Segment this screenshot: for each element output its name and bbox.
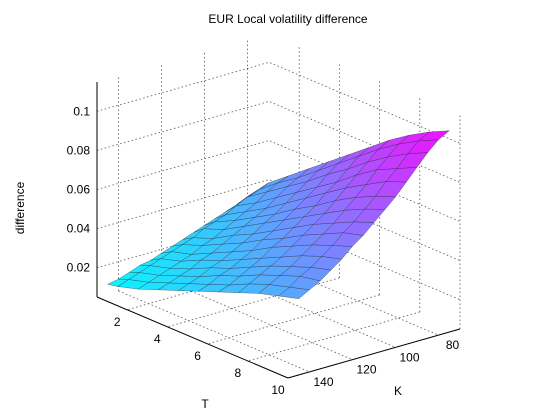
x-axis-label: K [394,384,402,398]
grid-line [96,179,461,261]
y-tick-label: 2 [114,315,121,329]
surface-patch [247,182,269,198]
grid-line [96,218,461,301]
z-tick-label: 0.02 [67,261,91,275]
y-tick-label: 8 [234,366,241,380]
x-tick-label: 120 [356,363,376,377]
axis-lines [96,82,461,379]
y-tick-label: 6 [194,349,201,363]
surface-mesh [107,130,450,299]
grid-line [247,311,420,362]
x-tick-label: 140 [313,375,333,389]
x-tick-label: 80 [446,338,460,352]
x-axis-line [287,328,461,379]
x-tick-label: 100 [399,350,419,364]
z-tick-label: 0.06 [67,183,91,197]
grid-line [247,253,439,336]
grid-line [96,61,461,144]
chart-title: EUR Local volatility difference [208,12,368,26]
grid-line [118,290,310,373]
z-tick-label: 0.08 [67,143,91,157]
grid-line [167,277,340,328]
tick-labels: 0.02 0.04 0.06 0.08 0.1 2 4 6 8 10 80 100 120 140 [67,104,460,397]
y-axis-line [96,296,289,379]
z-axis-label: difference [13,181,27,234]
grid-line [204,266,396,348]
y-tick-label: 10 [271,383,285,397]
grid-line [161,278,353,360]
y-tick-label: 4 [154,332,161,346]
grid-line [207,294,380,345]
z-tick-label: 0.04 [67,222,91,236]
z-tick-label: 0.1 [73,104,90,118]
y-axis-label: T [201,397,209,411]
